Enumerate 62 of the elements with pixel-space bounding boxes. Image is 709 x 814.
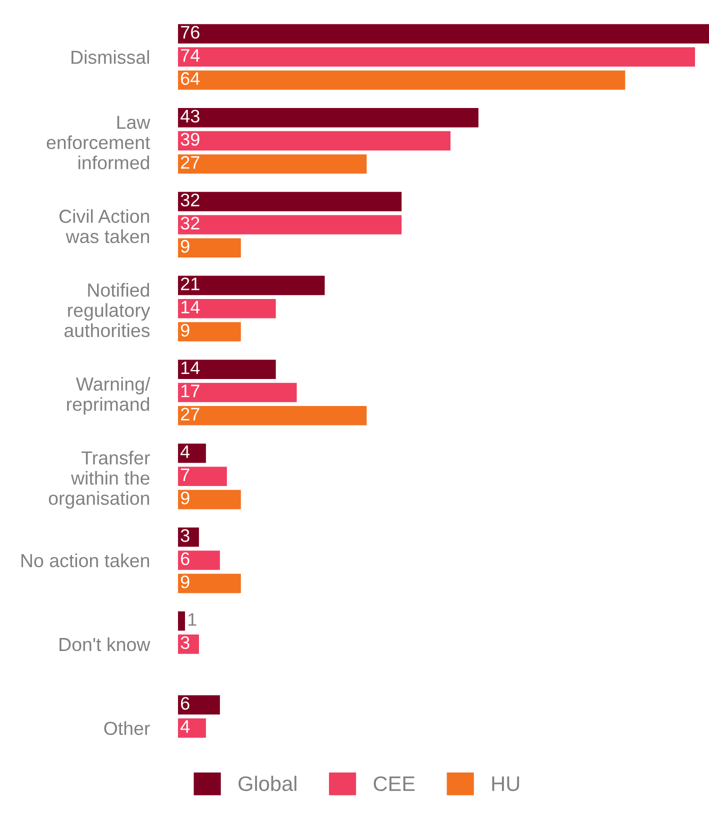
- data-label: 74: [181, 49, 200, 62]
- bar: [178, 70, 626, 90]
- y-tick-label: Transfer within the organisation: [48, 450, 150, 509]
- bar: [178, 24, 709, 44]
- bar: [178, 695, 220, 715]
- bar: [178, 611, 185, 631]
- data-label: 43: [180, 110, 200, 123]
- bar: [178, 444, 206, 463]
- bar: [178, 406, 367, 426]
- data-label: 9: [180, 492, 190, 504]
- data-label: 39: [180, 132, 200, 146]
- data-label: 27: [181, 156, 200, 169]
- data-label: 1: [188, 613, 196, 626]
- y-tick-label: Law enforcement informed: [46, 116, 150, 170]
- legend-label: CEE: [374, 776, 415, 792]
- bar: [178, 154, 367, 174]
- bar: [178, 215, 402, 234]
- data-label: 27: [181, 408, 200, 420]
- legend-label: HU: [492, 776, 520, 792]
- bar: [178, 490, 241, 510]
- data-label: 6: [181, 696, 190, 710]
- data-label: 3: [180, 636, 190, 650]
- data-label: 9: [180, 324, 190, 337]
- y-tick-label: Notified regulatory authorities: [64, 282, 150, 338]
- bar: [178, 574, 241, 594]
- y-tick-label: Don't know: [60, 637, 150, 652]
- y-tick-label: No action taken: [21, 553, 150, 568]
- data-label: 9: [180, 240, 190, 253]
- data-label: 14: [181, 362, 200, 374]
- bar: [178, 108, 478, 128]
- data-label: 21: [181, 278, 200, 290]
- data-label: 64: [181, 72, 200, 85]
- bar: [178, 382, 297, 402]
- bar: [178, 527, 199, 547]
- bar: [178, 360, 276, 379]
- bar: [178, 298, 276, 318]
- y-tick-label: Civil Action was taken: [59, 209, 150, 244]
- bar: [178, 718, 206, 738]
- data-label: 9: [180, 575, 190, 588]
- data-label: 6: [181, 552, 190, 566]
- data-label: 76: [181, 26, 200, 39]
- bar: [178, 550, 220, 570]
- y-tick-label: Warning/ reprimand: [67, 376, 150, 415]
- bar: [178, 466, 227, 486]
- bar: [178, 192, 402, 212]
- y-tick-label: Dismissal: [72, 50, 149, 64]
- data-label: 7: [181, 468, 190, 482]
- legend-label: Global: [238, 776, 296, 792]
- data-label: 4: [180, 720, 190, 733]
- bar: [178, 276, 325, 296]
- data-label: 4: [180, 445, 190, 458]
- bar: [178, 634, 199, 654]
- bar: [178, 322, 241, 342]
- bar: [178, 131, 450, 150]
- y-tick-label: Other: [104, 721, 150, 736]
- bar: [178, 47, 696, 67]
- bar: [178, 238, 241, 258]
- data-label: 14: [181, 300, 200, 314]
- data-label: 3: [180, 529, 190, 542]
- data-label: 32: [180, 194, 200, 206]
- data-label: 32: [180, 216, 200, 230]
- data-label: 17: [181, 384, 200, 398]
